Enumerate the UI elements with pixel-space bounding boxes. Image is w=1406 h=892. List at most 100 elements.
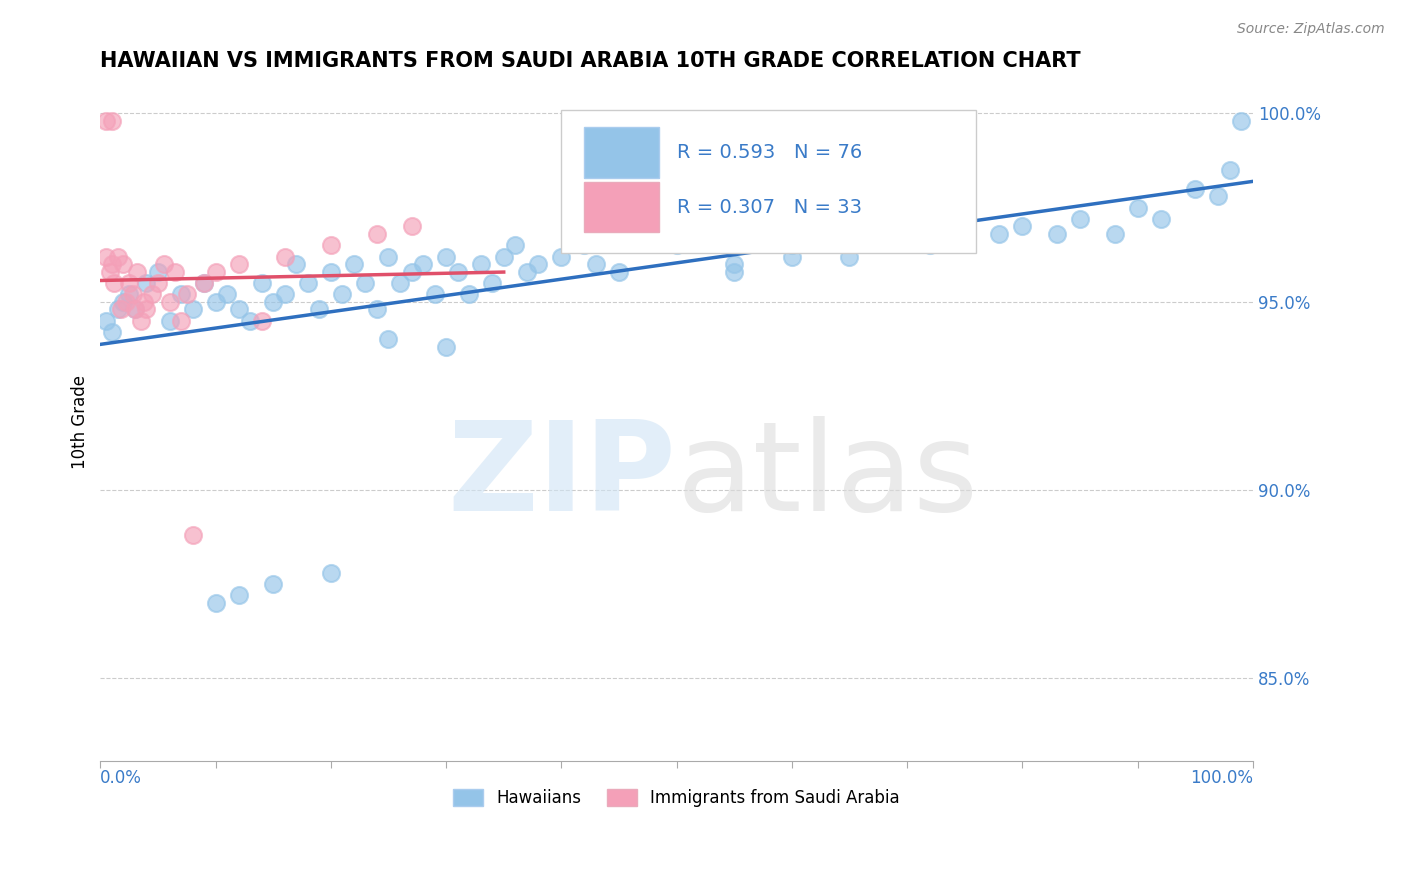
Point <box>689 227 711 241</box>
Point <box>98 264 121 278</box>
Point <box>354 276 377 290</box>
Point <box>146 276 169 290</box>
Point <box>401 219 423 234</box>
Point <box>297 276 319 290</box>
Point <box>250 313 273 327</box>
Point <box>204 264 226 278</box>
Point <box>152 257 174 271</box>
Point <box>1184 182 1206 196</box>
Point <box>366 227 388 241</box>
Point <box>527 257 550 271</box>
Point <box>804 227 827 241</box>
Point <box>101 325 124 339</box>
Point <box>103 276 125 290</box>
Point <box>631 227 654 241</box>
Point <box>607 264 630 278</box>
Point <box>377 250 399 264</box>
Point <box>118 276 141 290</box>
Point <box>1219 163 1241 178</box>
Point <box>1126 201 1149 215</box>
Point <box>107 250 129 264</box>
Point <box>434 250 457 264</box>
Point <box>412 257 434 271</box>
Point <box>94 250 117 264</box>
FancyBboxPatch shape <box>585 182 659 233</box>
Point <box>204 596 226 610</box>
Point <box>274 250 297 264</box>
Text: 100.0%: 100.0% <box>1189 769 1253 787</box>
Point <box>434 340 457 354</box>
Point <box>332 287 354 301</box>
Text: Source: ZipAtlas.com: Source: ZipAtlas.com <box>1237 22 1385 37</box>
Point <box>1069 211 1091 226</box>
Point <box>262 577 284 591</box>
Point <box>1206 189 1229 203</box>
Legend: Hawaiians, Immigrants from Saudi Arabia: Hawaiians, Immigrants from Saudi Arabia <box>447 782 907 814</box>
Point <box>159 313 181 327</box>
Point <box>780 238 803 252</box>
Point <box>758 219 780 234</box>
Point <box>193 276 215 290</box>
Text: 0.0%: 0.0% <box>100 769 142 787</box>
Point <box>585 257 607 271</box>
Point <box>228 257 250 271</box>
Point <box>239 313 262 327</box>
Point <box>723 264 745 278</box>
Point <box>262 294 284 309</box>
Point <box>492 250 515 264</box>
Point <box>94 313 117 327</box>
Point <box>319 238 342 252</box>
Point <box>228 302 250 317</box>
Text: atlas: atlas <box>676 416 979 537</box>
Point <box>503 238 526 252</box>
Point <box>110 302 132 317</box>
Point <box>101 114 124 128</box>
Point <box>141 287 163 301</box>
Point <box>873 227 896 241</box>
Point <box>838 250 860 264</box>
Point <box>135 276 157 290</box>
Point <box>165 264 187 278</box>
Point <box>118 287 141 301</box>
Point <box>780 250 803 264</box>
Point <box>1011 219 1033 234</box>
Point <box>1149 211 1171 226</box>
Point <box>121 287 143 301</box>
Point <box>170 313 193 327</box>
Y-axis label: 10th Grade: 10th Grade <box>72 376 89 469</box>
Point <box>135 302 157 317</box>
Point <box>127 264 149 278</box>
Point <box>124 302 146 317</box>
Point <box>401 264 423 278</box>
Point <box>134 294 156 309</box>
Point <box>285 257 308 271</box>
Point <box>377 332 399 346</box>
Point <box>988 227 1011 241</box>
Point <box>723 257 745 271</box>
Point <box>217 287 239 301</box>
Point <box>107 302 129 317</box>
Point <box>550 250 572 264</box>
Text: HAWAIIAN VS IMMIGRANTS FROM SAUDI ARABIA 10TH GRADE CORRELATION CHART: HAWAIIAN VS IMMIGRANTS FROM SAUDI ARABIA… <box>100 51 1081 70</box>
Text: ZIP: ZIP <box>449 416 676 537</box>
Point <box>112 294 135 309</box>
Point <box>516 264 538 278</box>
FancyBboxPatch shape <box>561 111 976 252</box>
Point <box>176 287 198 301</box>
Point <box>114 294 136 309</box>
Point <box>481 276 503 290</box>
Point <box>423 287 446 301</box>
Point <box>470 257 492 271</box>
Text: R = 0.307   N = 33: R = 0.307 N = 33 <box>676 197 862 217</box>
Point <box>920 238 942 252</box>
Point <box>159 294 181 309</box>
Point <box>319 566 342 580</box>
Point <box>228 589 250 603</box>
Point <box>204 294 226 309</box>
Point <box>574 238 596 252</box>
Point <box>94 114 117 128</box>
Point <box>129 313 152 327</box>
Point <box>1104 227 1126 241</box>
Point <box>146 264 169 278</box>
Point <box>274 287 297 301</box>
